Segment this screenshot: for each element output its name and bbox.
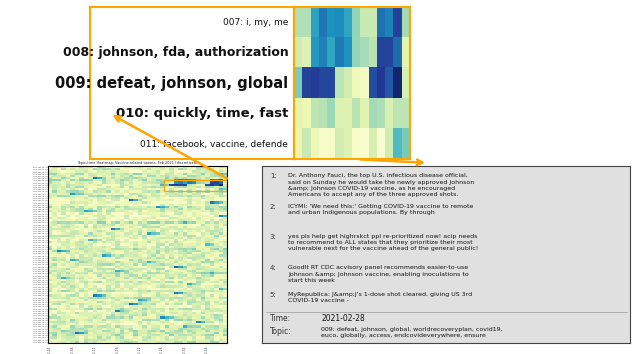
Text: Topic:: Topic:	[270, 326, 291, 336]
Text: Dr. Anthony Fauci, the top U.S. infectious disease official,
said on Sunday he w: Dr. Anthony Fauci, the top U.S. infectio…	[288, 173, 474, 197]
Text: 5:: 5:	[270, 292, 276, 298]
Text: Goodlt RT CDC acvisory panel recommends easier-to-use
Johnson &amp; Johnson vacc: Goodlt RT CDC acvisory panel recommends …	[288, 266, 469, 283]
Text: 008: johnson, fda, authorization: 008: johnson, fda, authorization	[63, 46, 288, 59]
Text: 4:: 4:	[270, 266, 276, 272]
Text: MyRepublica: J&amp;J's 1-dose shot cleared, giving US 3rd
COVID-19 vaccine -: MyRepublica: J&amp;J's 1-dose shot clear…	[288, 292, 472, 303]
Text: 2:: 2:	[270, 204, 276, 210]
Title: Topic-time Heatmap: Vaccine-related tweets, Feb 2021 (discretized): Topic-time Heatmap: Vaccine-related twee…	[77, 161, 198, 165]
Text: 1:: 1:	[270, 173, 276, 179]
Text: 009: defeat, johnson, global: 009: defeat, johnson, global	[55, 76, 288, 91]
Text: 3:: 3:	[270, 234, 276, 240]
Text: ICYMI: 'We need this:' Getting COVID-19 vaccine to remote
and urban Indigenous p: ICYMI: 'We need this:' Getting COVID-19 …	[288, 204, 474, 215]
Text: yes pls help get highrskct ppl re-prioritized now! acip needs
to recommend to AL: yes pls help get highrskct ppl re-priori…	[288, 234, 479, 251]
Text: 011: facebook, vaccine, defende: 011: facebook, vaccine, defende	[140, 139, 288, 149]
Bar	[164, 179, 227, 191]
Text: 009: defeat, johnson, global, worldrecoveryplan, covid19,
euco, globally, access: 009: defeat, johnson, global, worldrecov…	[321, 326, 503, 338]
Text: Time:: Time:	[270, 314, 291, 323]
Text: 007: i, my, me: 007: i, my, me	[223, 18, 288, 27]
Text: 010: quickly, time, fast: 010: quickly, time, fast	[116, 107, 288, 120]
Text: 2021-02-28: 2021-02-28	[321, 314, 365, 323]
